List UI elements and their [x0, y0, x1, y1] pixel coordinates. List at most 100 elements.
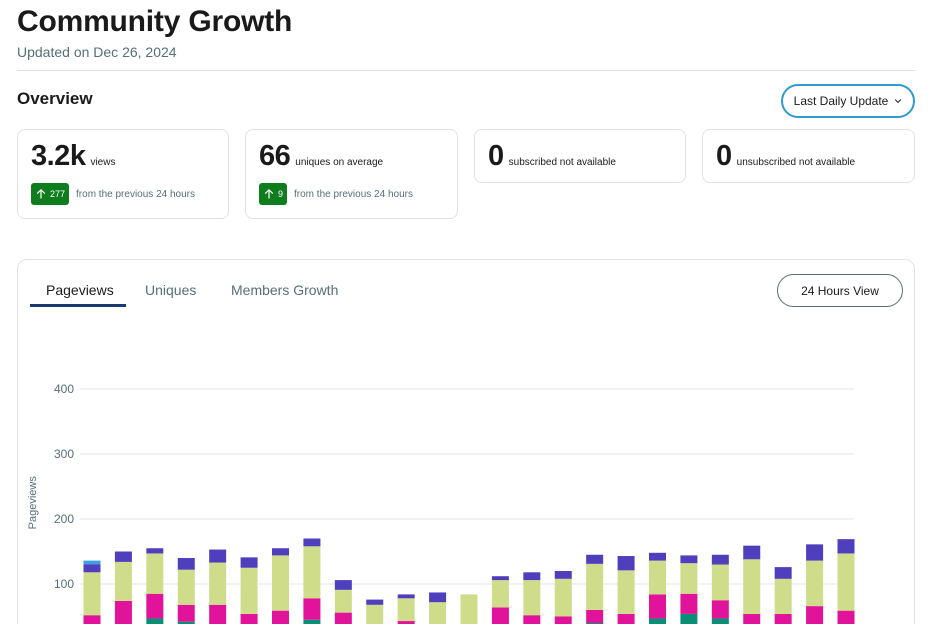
stat-label: uniques on average — [295, 157, 384, 168]
bar-segment[interactable] — [334, 589, 352, 613]
bar-segment[interactable] — [83, 560, 101, 565]
header-divider — [17, 70, 915, 71]
y-tick-label: 200 — [54, 512, 74, 526]
bar-segment[interactable] — [711, 600, 729, 619]
stat-label: views — [90, 157, 116, 168]
delta-text: from the previous 24 hours — [294, 188, 413, 200]
bar-segment[interactable] — [177, 604, 195, 622]
bar-segment[interactable] — [303, 546, 321, 599]
tab-uniques[interactable]: Uniques — [145, 282, 197, 298]
bar-segment[interactable] — [523, 580, 541, 616]
stat-label: subscribed not available — [508, 157, 616, 168]
stat-card-views: 3.2k views 277 from the previous 24 hour… — [17, 129, 229, 219]
stat-value: 0 — [488, 140, 504, 172]
bar-segment[interactable] — [743, 545, 761, 560]
bar-segment[interactable] — [272, 610, 289, 624]
bar-segment[interactable] — [774, 613, 792, 624]
bar-segment[interactable] — [649, 618, 666, 624]
bar-segment[interactable] — [491, 576, 509, 581]
bar-segment[interactable] — [649, 560, 666, 595]
bar-segment[interactable] — [586, 554, 604, 564]
stat-card-uniques: 66 uniques on average 9 from the previou… — [245, 129, 458, 219]
bar-segment[interactable] — [240, 557, 258, 568]
bar-segment[interactable] — [272, 548, 289, 556]
bar-segment[interactable] — [806, 544, 824, 561]
bar-segment[interactable] — [114, 600, 132, 624]
bar-segment[interactable] — [649, 594, 666, 619]
bar-segment[interactable] — [743, 559, 761, 614]
bar-segment[interactable] — [177, 569, 195, 605]
y-axis-label: Pageviews — [27, 476, 39, 530]
bar-segment[interactable] — [83, 564, 101, 573]
bar-segment[interactable] — [429, 602, 447, 624]
bar-segment[interactable] — [146, 548, 164, 554]
bar-segment[interactable] — [617, 570, 635, 614]
y-tick-label: 100 — [54, 577, 74, 591]
bar-segment[interactable] — [146, 618, 164, 624]
bar-segment[interactable] — [272, 555, 289, 611]
bar-segment[interactable] — [617, 613, 635, 624]
stat-value: 66 — [259, 140, 291, 172]
bar-segment[interactable] — [209, 562, 227, 605]
arrow-up-icon — [36, 188, 46, 199]
bar-segment[interactable] — [209, 604, 227, 624]
bar-segment[interactable] — [177, 621, 195, 624]
bar-segment[interactable] — [146, 593, 164, 619]
bar-segment[interactable] — [397, 598, 415, 622]
bar-segment[interactable] — [680, 555, 698, 564]
bar-segment[interactable] — [617, 556, 635, 571]
bar-segment[interactable] — [586, 563, 604, 610]
bar-segment[interactable] — [303, 538, 321, 547]
bar-segment[interactable] — [523, 615, 541, 624]
bar-segment[interactable] — [491, 580, 509, 608]
bar-segment[interactable] — [303, 619, 321, 624]
bar-segment[interactable] — [397, 621, 415, 624]
tab-members-growth[interactable]: Members Growth — [231, 282, 339, 298]
bar-segment[interactable] — [774, 578, 792, 614]
bar-segment[interactable] — [114, 561, 132, 601]
bar-segment[interactable] — [460, 594, 478, 624]
bar-segment[interactable] — [743, 613, 761, 624]
bar-segment[interactable] — [680, 593, 698, 614]
last-daily-update-select[interactable]: Last Daily Update — [781, 84, 915, 118]
bar-segment[interactable] — [711, 618, 729, 624]
bar-segment[interactable] — [83, 615, 101, 624]
bar-segment[interactable] — [837, 539, 855, 554]
bar-segment[interactable] — [366, 604, 384, 624]
delta-badge: 9 — [259, 183, 288, 205]
24-hours-view-button[interactable]: 24 Hours View — [777, 274, 903, 307]
bar-segment[interactable] — [806, 606, 824, 624]
stat-card-unsubscribed: 0 unsubscribed not available — [702, 129, 915, 183]
bar-segment[interactable] — [491, 607, 509, 624]
bar-segment[interactable] — [806, 560, 824, 607]
bar-segment[interactable] — [649, 552, 666, 561]
tab-pageviews[interactable]: Pageviews — [46, 282, 114, 298]
bar-segment[interactable] — [177, 558, 195, 570]
bar-segment[interactable] — [554, 578, 572, 617]
delta-badge: 277 — [31, 183, 70, 205]
bar-segment[interactable] — [711, 564, 729, 601]
bar-segment[interactable] — [83, 572, 101, 616]
bar-segment[interactable] — [366, 599, 384, 605]
bar-segment[interactable] — [586, 610, 604, 623]
bar-segment[interactable] — [837, 553, 855, 611]
bar-segment[interactable] — [837, 610, 855, 624]
bar-segment[interactable] — [554, 616, 572, 624]
bar-segment[interactable] — [680, 563, 698, 594]
bar-segment[interactable] — [303, 598, 321, 620]
bar-segment[interactable] — [774, 567, 792, 579]
bar-segment[interactable] — [523, 572, 541, 581]
bar-segment[interactable] — [146, 553, 164, 594]
bar-segment[interactable] — [334, 612, 352, 624]
bar-segment[interactable] — [240, 567, 258, 614]
bar-segment[interactable] — [397, 594, 415, 599]
delta-text: from the previous 24 hours — [76, 188, 195, 200]
bar-segment[interactable] — [429, 592, 447, 603]
bar-segment[interactable] — [554, 571, 572, 579]
bar-segment[interactable] — [114, 551, 132, 562]
bar-segment[interactable] — [680, 613, 698, 624]
bar-segment[interactable] — [711, 554, 729, 565]
bar-segment[interactable] — [334, 580, 352, 590]
bar-segment[interactable] — [209, 549, 227, 563]
bar-segment[interactable] — [240, 613, 258, 624]
